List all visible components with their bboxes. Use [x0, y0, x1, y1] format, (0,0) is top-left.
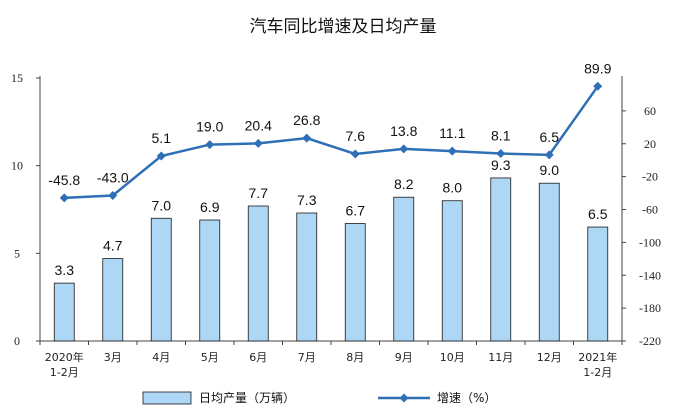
- line-data-label: 11.1: [439, 125, 465, 141]
- x-tick-label: 1-2月: [50, 366, 79, 379]
- line-point: [496, 149, 506, 159]
- line-point: [253, 138, 263, 148]
- x-tick-label: 3月: [104, 351, 122, 364]
- line-data-label: -45.8: [48, 172, 80, 188]
- left-tick-label: 5: [14, 246, 20, 260]
- bar: [393, 196, 415, 342]
- x-tick-label: 1-2月: [583, 366, 612, 379]
- bar-data-label: 3.3: [55, 262, 75, 278]
- bar: [102, 258, 124, 342]
- bar-data-label: 9.3: [491, 157, 511, 173]
- line-point: [399, 144, 409, 154]
- axes: 0 5 10 15 60 20 -20 -60 -100 -140 -180 -220 2020年 1-2…: [11, 71, 661, 379]
- bar-data-label: 8.2: [394, 176, 414, 192]
- bar: [344, 223, 366, 342]
- line-data-label: 6.5: [540, 129, 560, 145]
- line-point: [302, 133, 312, 143]
- line-point: [593, 81, 603, 91]
- legend-bar-swatch: [142, 391, 192, 405]
- left-tick-label: 15: [11, 71, 23, 85]
- bar-data-label: 7.3: [297, 192, 317, 208]
- bar-series: 3.3 4.7 7.0 6.9 7.7 7.3 6.7 8.2 8.0 9.3 9.0 6.5: [53, 157, 609, 342]
- legend-line-marker: [399, 393, 409, 403]
- right-tick-label: -140: [639, 268, 661, 282]
- line-data-label: 19.0: [196, 119, 223, 135]
- right-tick-label: 20: [644, 137, 656, 151]
- growth-line: [64, 85, 599, 200]
- line-data-label: 5.1: [152, 130, 172, 146]
- line-point: [108, 191, 118, 201]
- line-point: [544, 150, 554, 160]
- x-tick-label: 12月: [537, 351, 562, 364]
- bar-data-label: 6.9: [200, 199, 220, 215]
- legend-bar-label: 日均产量（万辆）: [199, 391, 295, 405]
- line-point: [205, 140, 215, 150]
- x-tick-label: 9月: [395, 351, 413, 364]
- bar-data-label: 9.0: [540, 162, 560, 178]
- x-tick-label: 2020年: [45, 350, 84, 364]
- line-series: -45.8 -43.0 5.1 19.0 20.4 26.8 7.6 13.8 11.1 8.1 6…: [48, 60, 612, 203]
- line-point: [447, 146, 457, 156]
- x-tick-label: 8月: [346, 351, 364, 364]
- line-data-label: -43.0: [97, 170, 129, 186]
- line-data-label: 13.8: [390, 123, 417, 139]
- legend: 日均产量（万辆） 增速（%）: [142, 391, 496, 405]
- x-tick-label: 5月: [201, 351, 219, 364]
- right-tick-label: -220: [639, 334, 661, 348]
- bar-data-label: 8.0: [443, 180, 463, 196]
- x-tick-label: 2021年: [578, 350, 617, 364]
- x-tick-label: 7月: [298, 351, 316, 364]
- line-data-label: 8.1: [491, 128, 511, 144]
- line-data-label: 7.6: [346, 128, 366, 144]
- bar-data-label: 4.7: [103, 238, 123, 254]
- bar: [150, 217, 172, 342]
- bar-data-label: 7.7: [249, 185, 269, 201]
- x-tick-label: 6月: [249, 351, 267, 364]
- line-point: [59, 193, 69, 203]
- line-data-label: 26.8: [293, 112, 320, 128]
- x-tick-label: 10月: [440, 351, 465, 364]
- bar: [199, 219, 221, 342]
- x-tick-label: 11月: [488, 351, 513, 364]
- bar: [296, 212, 318, 342]
- right-tick-label: -180: [639, 301, 661, 315]
- line-point: [156, 151, 166, 161]
- left-tick-label: 10: [11, 159, 23, 173]
- right-tick-label: 60: [644, 104, 656, 118]
- bar-data-label: 6.5: [588, 206, 608, 222]
- left-tick-label: 0: [14, 334, 20, 348]
- line-point: [350, 149, 360, 159]
- right-tick-label: -20: [642, 170, 658, 184]
- bar-data-label: 6.7: [346, 203, 366, 219]
- bar-data-label: 7.0: [152, 197, 172, 213]
- bar: [441, 200, 463, 342]
- right-tick-label: -100: [639, 235, 661, 249]
- line-data-label: 89.9: [584, 60, 611, 76]
- chart-title: 汽车同比增速及日均产量: [250, 17, 437, 37]
- line-data-label: 20.4: [245, 117, 272, 133]
- bar: [490, 177, 512, 342]
- x-tick-label: 4月: [152, 351, 170, 364]
- bar: [247, 205, 269, 342]
- right-tick-label: -60: [642, 203, 658, 217]
- bar: [538, 182, 560, 342]
- legend-line-label: 增速（%）: [437, 391, 496, 405]
- bar: [587, 226, 609, 342]
- bar: [53, 282, 75, 342]
